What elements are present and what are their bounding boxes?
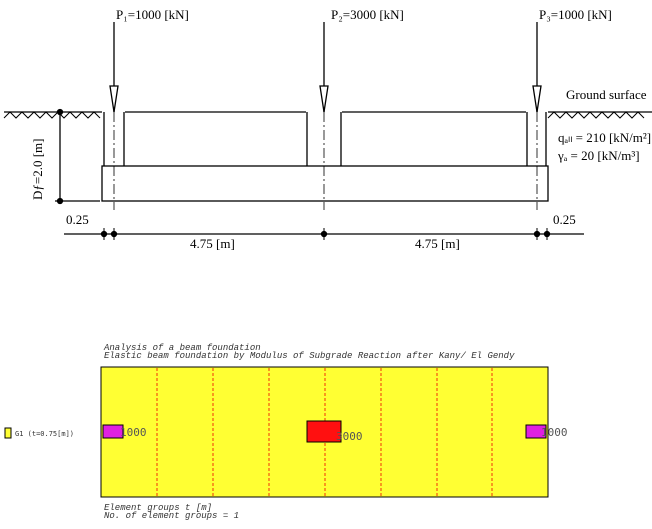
load-label: P₂=3000 [kN] <box>331 7 404 22</box>
ground-label: Ground surface <box>566 87 647 102</box>
dim-label: 0.25 <box>553 212 576 227</box>
soil-q: qₐₗₗ = 210 [kN/m²] <box>558 130 651 145</box>
analysis-subtitle: Elastic beam foundation by Modulus of Su… <box>104 351 515 361</box>
load-value: 1000 <box>120 426 147 439</box>
load-box <box>102 424 124 439</box>
load-box <box>306 420 342 443</box>
foundation-drawing <box>3 22 652 240</box>
load-label: P₃=1000 [kN] <box>539 7 612 22</box>
soil-gamma: γₐ = 20 [kN/m³] <box>557 148 640 163</box>
depth-label: Dƒ=2.0 [m] <box>30 139 45 201</box>
legend-label: G1 (t=0.75[m]) <box>15 430 74 438</box>
analysis-title: Analysis of a beam foundation <box>103 343 261 353</box>
legend-swatch <box>4 427 12 439</box>
load-box <box>525 424 547 439</box>
dim-label: 0.25 <box>66 212 89 227</box>
dim-label: 4.75 [m] <box>190 236 235 251</box>
dim-label: 4.75 [m] <box>415 236 460 251</box>
load-value: 3000 <box>336 430 363 443</box>
footer: No. of element groups = 1 <box>104 511 239 521</box>
footer: Element groups t [m] <box>104 503 212 513</box>
load-label: P₁=1000 [kN] <box>116 7 189 22</box>
load-value: 1000 <box>541 426 568 439</box>
